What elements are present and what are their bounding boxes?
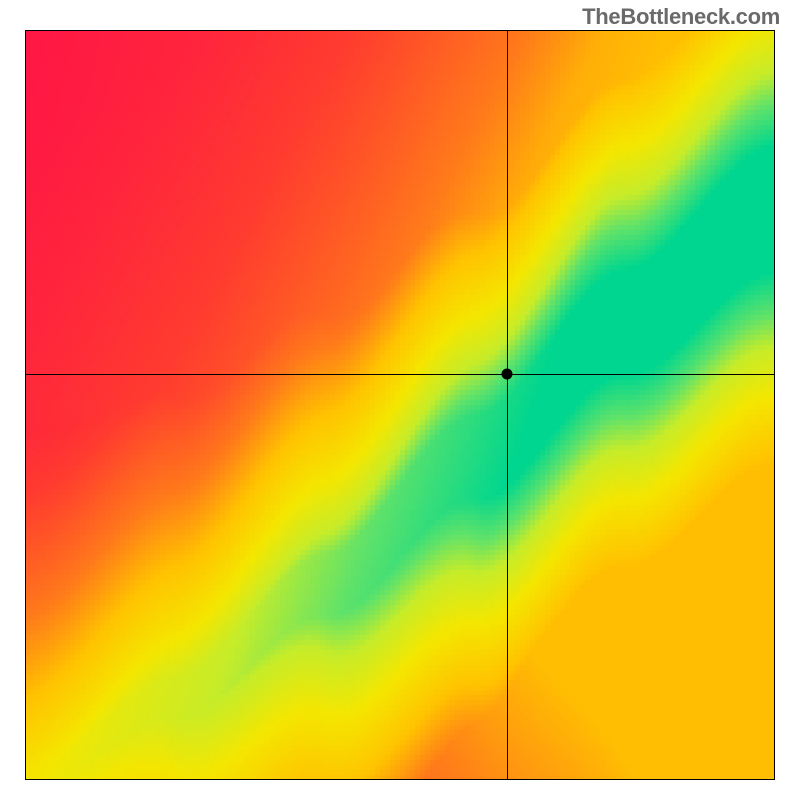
heatmap-canvas [25,30,775,780]
heatmap-plot [25,30,775,780]
crosshair-marker [501,368,512,379]
crosshair-vertical [507,30,508,780]
crosshair-horizontal [25,374,775,375]
watermark-text: TheBottleneck.com [582,4,780,30]
